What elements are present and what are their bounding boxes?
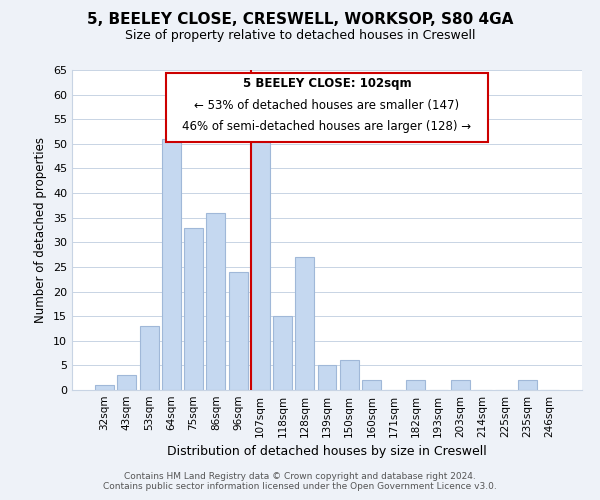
Text: Size of property relative to detached houses in Creswell: Size of property relative to detached ho… bbox=[125, 29, 475, 42]
FancyBboxPatch shape bbox=[166, 73, 488, 142]
Bar bbox=[273, 316, 292, 390]
Text: 46% of semi-detached houses are larger (128) →: 46% of semi-detached houses are larger (… bbox=[182, 120, 472, 132]
Bar bbox=[362, 380, 381, 390]
Text: Contains public sector information licensed under the Open Government Licence v3: Contains public sector information licen… bbox=[103, 482, 497, 491]
Bar bbox=[518, 380, 536, 390]
Bar bbox=[95, 385, 114, 390]
Bar bbox=[229, 272, 248, 390]
Bar bbox=[184, 228, 203, 390]
Bar bbox=[140, 326, 158, 390]
Bar bbox=[162, 139, 181, 390]
Bar bbox=[251, 124, 270, 390]
Bar bbox=[317, 366, 337, 390]
Bar bbox=[406, 380, 425, 390]
Text: Contains HM Land Registry data © Crown copyright and database right 2024.: Contains HM Land Registry data © Crown c… bbox=[124, 472, 476, 481]
Bar bbox=[340, 360, 359, 390]
Text: 5, BEELEY CLOSE, CRESWELL, WORKSOP, S80 4GA: 5, BEELEY CLOSE, CRESWELL, WORKSOP, S80 … bbox=[87, 12, 513, 28]
X-axis label: Distribution of detached houses by size in Creswell: Distribution of detached houses by size … bbox=[167, 446, 487, 458]
Y-axis label: Number of detached properties: Number of detached properties bbox=[34, 137, 47, 323]
Bar bbox=[295, 257, 314, 390]
Text: 5 BEELEY CLOSE: 102sqm: 5 BEELEY CLOSE: 102sqm bbox=[242, 78, 412, 90]
Text: ← 53% of detached houses are smaller (147): ← 53% of detached houses are smaller (14… bbox=[194, 99, 460, 112]
Bar bbox=[206, 213, 225, 390]
Bar bbox=[451, 380, 470, 390]
Bar bbox=[118, 375, 136, 390]
